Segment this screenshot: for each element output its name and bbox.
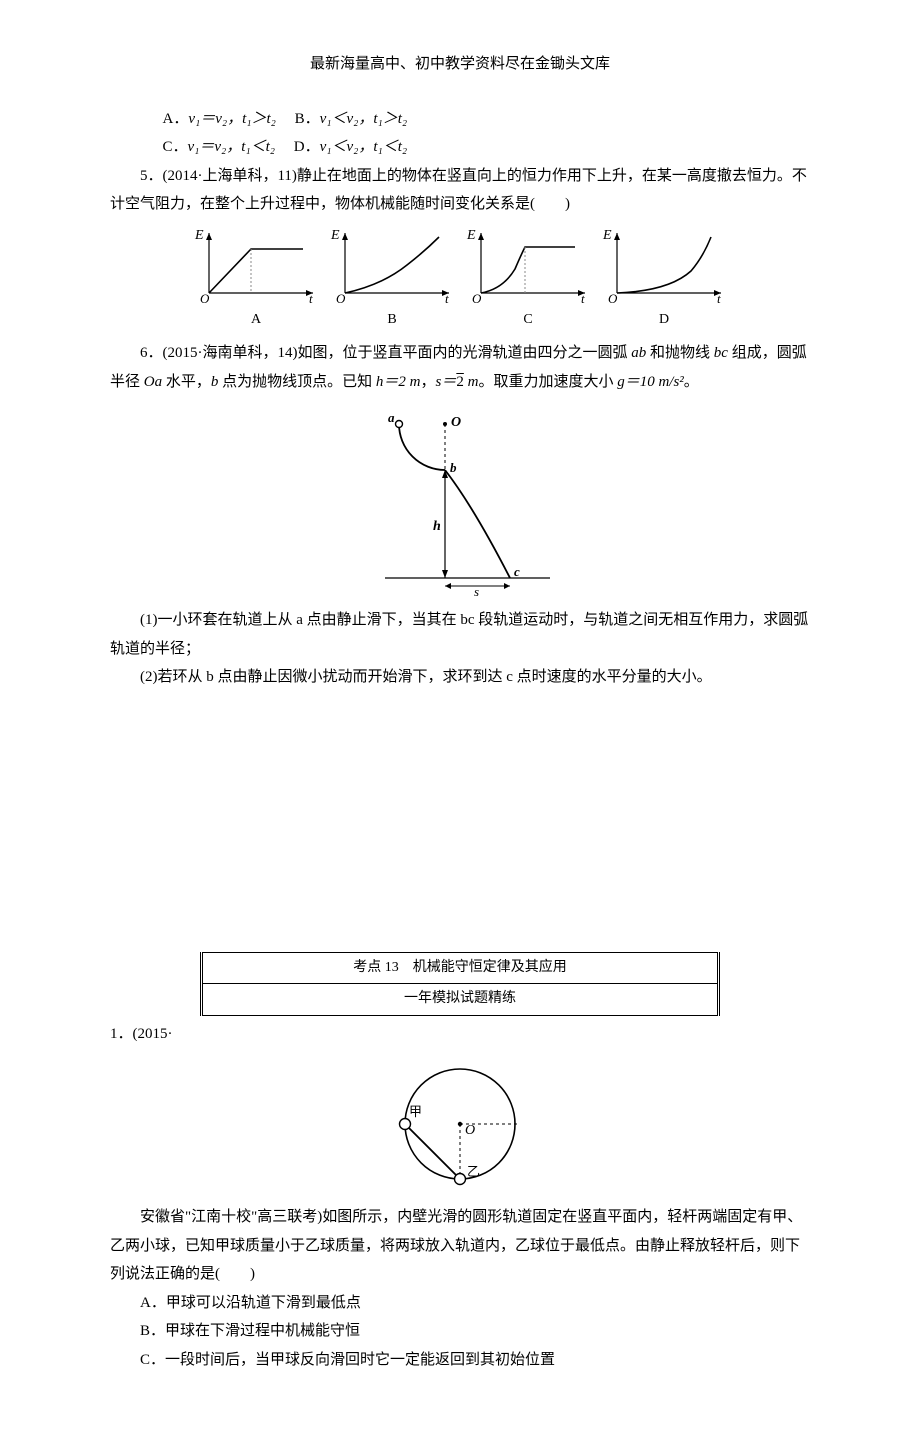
q5-graph-C: E O t C	[463, 227, 593, 334]
q4-optC-math: v₁＝v₂，t₁＜t₂	[188, 139, 276, 155]
q6-ab: ab	[631, 345, 646, 361]
q4-optC-label: C．	[163, 139, 188, 155]
q6-oa: Oa	[144, 374, 162, 390]
svg-text:O: O	[472, 291, 482, 305]
q5-graph-B: E O t B	[327, 227, 457, 334]
q5-graph-C-label: C	[463, 307, 593, 334]
svg-text:t: t	[445, 291, 449, 305]
q4-optB-label: B．	[295, 111, 320, 127]
q4-optD-math: v₁＜v₂，t₁＜t₂	[320, 139, 408, 155]
q4-options-line2: C．v₁＝v₂，t₁＜t₂ D．v₁＜v₂，t₁＜t₂	[110, 133, 810, 162]
q5-stem: 5．(2014·上海单科，11)静止在地面上的物体在竖直向上的恒力作用下上升，在…	[110, 162, 810, 219]
q6-t1: 6．(2015·海南单科，14)如图，位于竖直平面内的光滑轨道由四分之一圆弧	[140, 345, 631, 361]
q6-s-pre: s＝	[436, 374, 457, 390]
q1b-num: 1．(2015·	[110, 1020, 810, 1049]
svg-text:a: a	[388, 410, 395, 425]
q6-t5: 点为抛物线顶点。已知	[218, 374, 376, 390]
svg-text:O: O	[465, 1123, 475, 1138]
q6-period: 。	[684, 374, 699, 390]
q5-graph-B-label: B	[327, 307, 457, 334]
q1b-diagram: O 甲 乙	[110, 1058, 810, 1193]
page-header: 最新海量高中、初中教学资料尽在金锄头文库	[110, 50, 810, 79]
q1b-optC: C．一段时间后，当甲球反向滑回时它一定能返回到其初始位置	[110, 1346, 810, 1375]
q5-graph-D-label: D	[599, 307, 729, 334]
q1b-text: 安徽省"江南十校"高三联考)如图所示，内壁光滑的圆形轨道固定在竖直平面内，轻杆两…	[110, 1203, 810, 1289]
q4-optA-label: A．	[163, 111, 189, 127]
svg-text:E: E	[466, 228, 476, 243]
q6-t4: 水平，	[162, 374, 211, 390]
q6-t2: 和抛物线	[646, 345, 714, 361]
q4-optD-label: D．	[294, 139, 320, 155]
blank-space	[110, 692, 810, 952]
q6-bc: bc	[714, 345, 728, 361]
q6-diagram: s h a O b c	[110, 406, 810, 596]
q6-sub1: (1)一小环套在轨道上从 a 点由静止滑下，当其在 bc 段轨道运动时，与轨道之…	[110, 606, 810, 663]
svg-text:E: E	[194, 228, 204, 243]
q6-g: g＝10 m/s²	[617, 374, 684, 390]
q6-sub2: (2)若环从 b 点由静止因微小扰动而开始滑下，求环到达 c 点时速度的水平分量…	[110, 663, 810, 692]
q6-t6: 。取重力加速度大小	[478, 374, 617, 390]
section-row1: 考点 13 机械能守恒定律及其应用	[202, 952, 719, 984]
svg-text:t: t	[581, 291, 585, 305]
svg-text:O: O	[451, 415, 461, 430]
q4-options-line1: A．v₁＝v₂，t₁＞t₂ B．v₁＜v₂，t₁＞t₂	[110, 105, 810, 134]
svg-text:O: O	[336, 291, 346, 305]
svg-text:O: O	[200, 291, 210, 305]
svg-text:h: h	[433, 519, 441, 534]
svg-text:t: t	[717, 291, 721, 305]
section-title-table: 考点 13 机械能守恒定律及其应用 一年模拟试题精练	[200, 952, 720, 1016]
q5-graph-A: E O t A	[191, 227, 321, 334]
svg-text:s: s	[474, 584, 479, 596]
q6-s-post: m	[464, 374, 479, 390]
q6-stem: 6．(2015·海南单科，14)如图，位于竖直平面内的光滑轨道由四分之一圆弧 a…	[110, 339, 810, 396]
q4-optA-math: v₁＝v₂，t₁＞t₂	[188, 111, 276, 127]
svg-text:O: O	[608, 291, 618, 305]
svg-text:E: E	[330, 228, 340, 243]
q1b-optB: B．甲球在下滑过程中机械能守恒	[110, 1317, 810, 1346]
q4-optB-math: v₁＜v₂，t₁＞t₂	[320, 111, 408, 127]
svg-text:乙: 乙	[467, 1164, 480, 1179]
q5-graph-row: E O t A E O t B	[110, 227, 810, 334]
q6-h: h＝2 m	[376, 374, 421, 390]
section-row2: 一年模拟试题精练	[202, 984, 719, 1016]
q1b-optA: A．甲球可以沿轨道下滑到最低点	[110, 1289, 810, 1318]
svg-text:c: c	[514, 564, 520, 579]
q5-graph-D: E O t D	[599, 227, 729, 334]
q5-graph-A-label: A	[191, 307, 321, 334]
q6-comma: ，	[420, 374, 435, 390]
svg-text:甲: 甲	[409, 1104, 422, 1119]
svg-text:E: E	[602, 228, 612, 243]
q6-s-sqrt: 2	[456, 374, 464, 390]
svg-text:t: t	[309, 291, 313, 305]
svg-text:b: b	[450, 460, 457, 475]
